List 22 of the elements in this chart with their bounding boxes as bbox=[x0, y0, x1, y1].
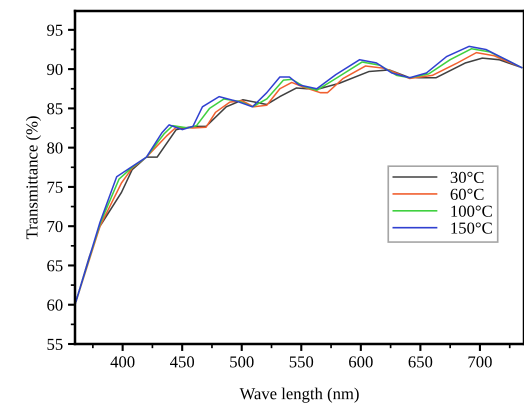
y-tick-label: 55 bbox=[47, 338, 63, 350]
legend-label: 150°C bbox=[451, 222, 492, 234]
y-tick-label: 90 bbox=[47, 64, 63, 76]
x-tick-label: 450 bbox=[170, 356, 194, 368]
y-tick-label: 70 bbox=[48, 220, 63, 232]
y-tick-label: 65 bbox=[47, 260, 63, 272]
legend-label: 60°C bbox=[450, 188, 484, 200]
x-tick-label: 650 bbox=[408, 356, 432, 368]
legend-label: 100°C bbox=[451, 206, 492, 217]
x-tick-label: 700 bbox=[468, 356, 492, 368]
y-tick-label: 80 bbox=[47, 142, 63, 154]
x-tick-label: 550 bbox=[290, 356, 314, 368]
x-tick-label: 500 bbox=[230, 356, 254, 368]
y-tick-label: 75 bbox=[48, 182, 63, 193]
x-tick-label: 400 bbox=[110, 356, 135, 368]
x-axis-title: Wave length (nm) bbox=[240, 388, 359, 403]
y-tick-label: 95 bbox=[47, 24, 63, 36]
y-tick-label: 60 bbox=[47, 299, 63, 311]
x-tick-label: 600 bbox=[349, 356, 373, 368]
y-tick-label: 85 bbox=[47, 103, 63, 114]
y-axis-title: Transmittance (%) bbox=[26, 116, 41, 240]
legend-label: 30°C bbox=[450, 172, 484, 184]
